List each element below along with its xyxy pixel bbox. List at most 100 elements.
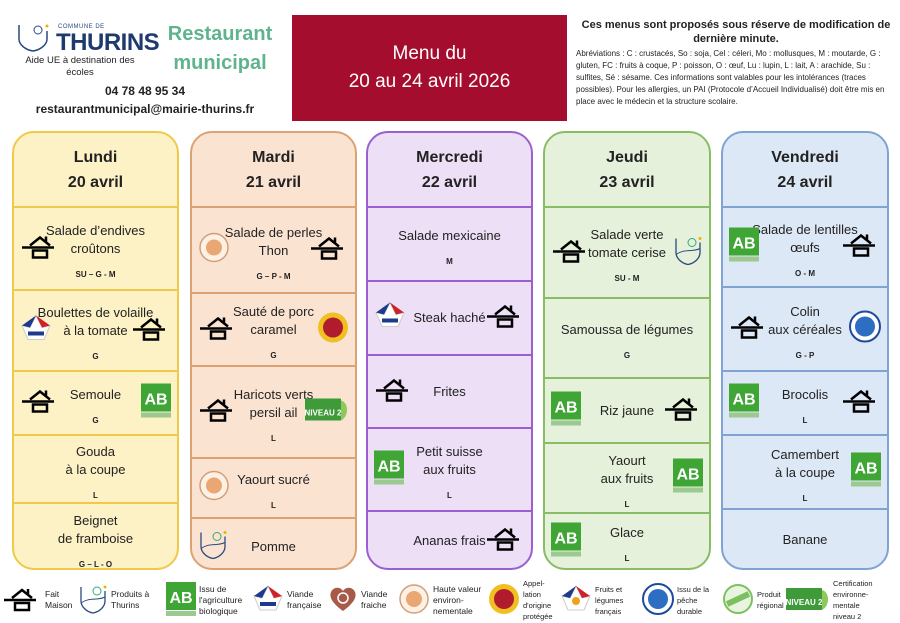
- notice-body: Abréviations : C : crustacés, So : soja,…: [576, 49, 885, 106]
- fruits-icon: [560, 584, 592, 617]
- allergens: L: [271, 433, 276, 443]
- menu-item: Semoule G AB: [14, 370, 177, 434]
- legend-item-viande-francaise: Viande française: [252, 580, 322, 620]
- logo-name: THURINS: [56, 29, 160, 56]
- legend-item-fruits: Fruits et légumes français: [560, 580, 623, 620]
- menu-item: Banane: [723, 508, 887, 568]
- house-icon: [20, 233, 60, 264]
- house-icon: [198, 397, 238, 428]
- legend-label: Issu de la pêche durable: [677, 584, 710, 616]
- dish-name: Colin aux céréales: [768, 303, 842, 337]
- menu-item: Steak haché: [368, 280, 531, 354]
- dish-name: Riz jaune: [599, 402, 655, 418]
- aop-icon: [317, 311, 349, 348]
- dish-name: Steak haché: [413, 310, 486, 325]
- menu-item: Salade d’endives croûtons SU – G - M: [14, 206, 177, 289]
- menu-item: Ananas frais: [368, 510, 531, 568]
- allergens: L: [624, 499, 630, 509]
- allergens: L: [802, 493, 808, 503]
- menu-title-line1: Menu du: [392, 43, 467, 64]
- dish-name: Banane: [782, 531, 828, 547]
- dish-name: Brocolis: [781, 386, 829, 402]
- ab-icon: AB: [551, 522, 581, 561]
- legend-label: Appel- lation d'origine protégée: [523, 579, 553, 621]
- day-name: Mardi: [252, 148, 295, 166]
- day-date: 23 avril: [599, 173, 655, 191]
- legend-item-cert: NIVEAU 2 Certification environne- mentale…: [786, 579, 873, 621]
- dish-name: Frites: [433, 383, 466, 399]
- allergens: L: [93, 490, 98, 500]
- allergens: SU – G - M: [75, 270, 116, 279]
- menu-item: Samoussa de légumes G: [545, 297, 709, 377]
- allergens: L: [624, 554, 630, 563]
- allergens: M: [446, 256, 453, 266]
- legend-item-ab: AB Issu de l'agriculture biologique: [166, 580, 242, 620]
- day-column-vendredi: Vendredi 24 avril Salade de lentilles œufs…: [721, 131, 889, 570]
- allergens: L: [802, 415, 808, 425]
- thurins-icon: [673, 234, 703, 271]
- house-icon: [485, 303, 525, 334]
- email-address: restaurantmunicipal@mairie-thurins.fr: [35, 102, 255, 116]
- house-icon: [309, 235, 349, 266]
- house-icon: [729, 314, 769, 345]
- menu-item: Pomme: [192, 517, 355, 568]
- peche-icon: [849, 310, 881, 348]
- legend: Fait Maison Produits à Thurins AB Issu de l…: [0, 579, 900, 623]
- house-icon: [374, 376, 414, 407]
- menu-item: Camembert à la coupe L AB: [723, 434, 887, 508]
- allergens: O - M: [795, 268, 815, 278]
- ab-icon: AB: [166, 581, 196, 619]
- house-icon: [20, 388, 60, 419]
- ab-icon: AB: [673, 458, 703, 498]
- phone-number: 04 78 48 95 34: [104, 84, 186, 98]
- svg-text:AB: AB: [377, 458, 400, 475]
- day-header: Mardi 21 avril: [192, 133, 355, 206]
- allergens: G: [623, 350, 631, 360]
- logo-small-text: COMMUNE DE: [58, 24, 105, 30]
- dish-name: Salade de lentilles œufs: [752, 221, 858, 255]
- svg-text:AB: AB: [732, 392, 755, 409]
- dish-name: Glace: [610, 525, 644, 540]
- notice-title: Ces menus sont proposés sous réserve de …: [581, 19, 891, 45]
- hve-icon: [198, 470, 230, 507]
- dish-name: Sauté de porc caramel: [233, 304, 314, 337]
- house-icon: [663, 395, 703, 426]
- hve-icon: [198, 232, 230, 269]
- day-date: 24 avril: [777, 173, 833, 191]
- dish-name: Yaourt aux fruits: [600, 452, 654, 486]
- aop-icon: [488, 583, 520, 618]
- day-column-mercredi: Mercredi 22 avril Salade mexicaine M Steak h…: [366, 131, 533, 570]
- aide-ue-text: Aide UE à destination des écoles: [25, 55, 135, 78]
- legend-label: Produits à Thurins: [111, 589, 150, 610]
- regional-icon: [722, 583, 754, 618]
- menu-item: Beignet de framboise G – L - O: [14, 502, 177, 569]
- day-header: Jeudi 23 avril: [545, 133, 709, 206]
- house-icon: [2, 586, 42, 615]
- svg-text:AB: AB: [554, 399, 577, 416]
- menu-item: Colin aux céréales G - P: [723, 286, 887, 370]
- legend-item-aop: Appel- lation d'origine protégée: [488, 579, 553, 621]
- legend-item-thurins: Produits à Thurins: [78, 580, 149, 620]
- dish-name: Camembert à la coupe: [771, 446, 839, 480]
- menu-item: Glace L AB: [545, 512, 709, 568]
- legend-item-house: Fait Maison: [2, 580, 72, 620]
- menu-item: Yaourt aux fruits L AB: [545, 442, 709, 512]
- day-header: Lundi 20 avril: [14, 133, 177, 206]
- allergens: L: [447, 491, 452, 500]
- allergens: G – L - O: [78, 559, 113, 569]
- dish-name: Beignet de framboise: [57, 512, 134, 546]
- legend-label: Fruits et légumes français: [595, 584, 624, 616]
- legend-label: Viande fraiche: [361, 589, 388, 610]
- day-name: Jeudi: [606, 148, 648, 166]
- viande-francaise-icon: [20, 313, 52, 348]
- legend-label: Haute valeur environ- nementale: [433, 583, 482, 616]
- dish-name: Samoussa de légumes: [560, 321, 694, 337]
- legend-label: Viande française: [287, 589, 322, 610]
- day-name: Lundi: [73, 148, 118, 166]
- svg-text:AB: AB: [144, 392, 167, 409]
- house-icon: [198, 314, 238, 345]
- legend-label: Fait Maison: [45, 589, 73, 610]
- house-icon: [551, 237, 591, 268]
- day-date: 22 avril: [421, 173, 478, 191]
- house-icon: [841, 388, 881, 419]
